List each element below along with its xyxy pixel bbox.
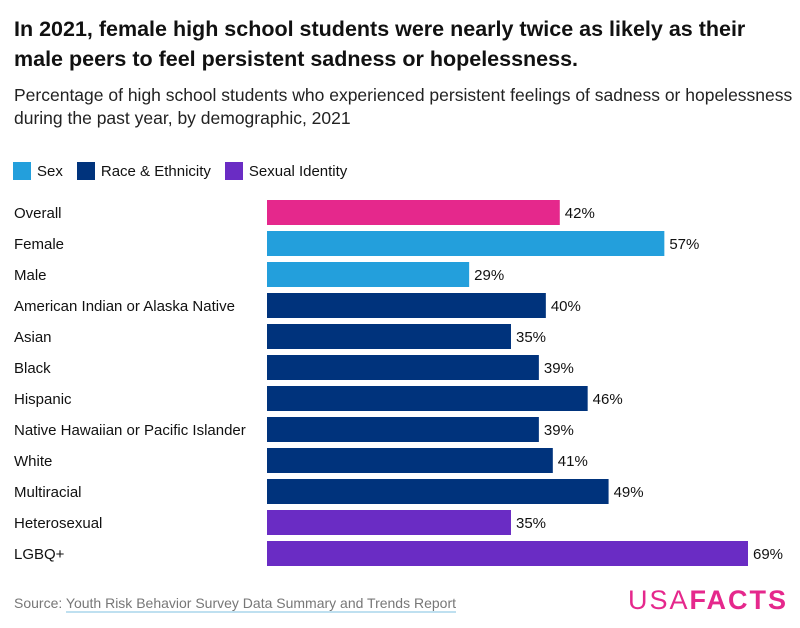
category-label: LGBQ+ <box>14 546 65 563</box>
data-label: 35% <box>516 329 546 346</box>
legend-label: Sexual Identity <box>248 162 348 180</box>
data-label: 69% <box>753 546 783 563</box>
bar <box>267 324 511 349</box>
category-label: Asian <box>14 329 52 346</box>
bar <box>267 479 609 504</box>
bar <box>267 200 560 225</box>
bar <box>267 355 539 380</box>
bar <box>267 510 511 535</box>
category-label: Female <box>14 236 64 253</box>
bar <box>267 293 546 318</box>
bar <box>267 448 553 473</box>
usafacts-logo: USAFACTS <box>628 585 788 616</box>
bar <box>267 386 588 411</box>
category-label: Multiracial <box>14 484 82 501</box>
chart-subtitle: Percentage of high school students who e… <box>14 85 793 128</box>
legend-item-race: Race & Ethnicity <box>76 162 211 180</box>
data-label: 39% <box>544 422 574 439</box>
bar <box>267 262 470 287</box>
data-label: 29% <box>474 267 504 284</box>
category-label: Native Hawaiian or Pacific Islander <box>14 422 246 439</box>
data-label: 40% <box>551 298 581 315</box>
bar <box>267 541 748 566</box>
legend-label: Sex <box>37 162 63 180</box>
legend-swatch-sexual-identity <box>224 162 243 180</box>
category-label: Male <box>14 267 47 284</box>
category-label: Black <box>14 360 51 377</box>
source-prefix: Source: <box>14 595 66 611</box>
logo-facts: FACTS <box>689 585 788 615</box>
legend-label: Race & Ethnicity <box>100 162 211 180</box>
data-label: 42% <box>565 205 595 222</box>
data-label: 46% <box>593 391 623 408</box>
data-label: 39% <box>544 360 574 377</box>
data-label: 41% <box>558 453 588 470</box>
category-label: Heterosexual <box>14 515 102 532</box>
legend-swatch-sex <box>13 162 31 180</box>
legend-item-sex: Sex <box>13 162 63 180</box>
bar <box>267 231 665 256</box>
legend-item-sexual-identity: Sexual Identity <box>224 162 348 180</box>
category-label: Overall <box>14 205 62 222</box>
chart-title: In 2021, female high school students wer… <box>14 17 746 71</box>
bar-chart: Overall 42% Female 57% Male 29% American India… <box>14 200 783 566</box>
source-note: Source: Youth Risk Behavior Survey Data … <box>14 595 457 613</box>
bar <box>267 417 539 442</box>
legend: Sex Race & Ethnicity Sexual Identity <box>13 162 351 180</box>
data-label: 49% <box>614 484 644 501</box>
source-link[interactable]: Youth Risk Behavior Survey Data Summary … <box>65 595 457 613</box>
category-label: American Indian or Alaska Native <box>14 298 235 315</box>
logo-usa: USA <box>627 585 690 615</box>
category-label: White <box>14 453 52 470</box>
legend-swatch-race <box>76 162 95 180</box>
category-label: Hispanic <box>14 391 72 408</box>
data-label: 35% <box>516 515 546 532</box>
data-label: 57% <box>669 236 699 253</box>
